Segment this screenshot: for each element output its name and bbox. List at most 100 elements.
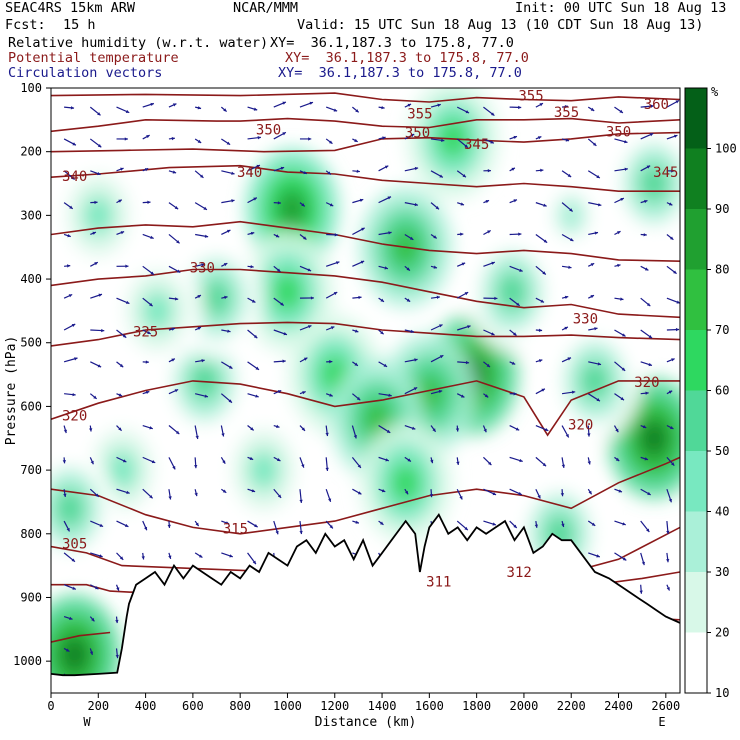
wind-vector-382 bbox=[639, 584, 643, 594]
wind-vector-134 bbox=[430, 265, 438, 269]
wind-vector-334 bbox=[640, 520, 650, 533]
wind-vector-174 bbox=[221, 329, 231, 333]
east-label: E bbox=[658, 715, 665, 729]
theta-label-3: 360 bbox=[644, 97, 669, 113]
wind-vector-293 bbox=[194, 489, 198, 497]
wind-vector-181 bbox=[404, 329, 415, 333]
wind-vector-108 bbox=[378, 231, 392, 236]
wind-vector-150 bbox=[221, 295, 228, 300]
rh-core-inner-17 bbox=[638, 163, 669, 204]
wind-vector-158 bbox=[430, 295, 441, 299]
theta-contour-340 bbox=[51, 164, 680, 192]
theta-label-12: 330 bbox=[573, 312, 598, 328]
wind-vector-274 bbox=[325, 457, 329, 472]
y-tick-label-600: 600 bbox=[20, 399, 42, 413]
wind-vector-232 bbox=[483, 393, 489, 398]
wind-vector-43 bbox=[561, 138, 570, 142]
y-tick-label-200: 200 bbox=[20, 145, 42, 159]
wind-vector-214 bbox=[640, 361, 653, 367]
y-tick-label-500: 500 bbox=[20, 336, 42, 350]
wind-vector-194 bbox=[116, 361, 124, 368]
wind-vector-22 bbox=[640, 104, 654, 108]
rh-blob-group bbox=[51, 88, 680, 693]
wind-vector-12 bbox=[378, 105, 385, 110]
wind-vector-190 bbox=[640, 329, 653, 339]
wind-vector-14 bbox=[430, 103, 441, 108]
rh-core-inner-13 bbox=[497, 271, 528, 312]
wind-vector-328 bbox=[483, 520, 497, 526]
wind-vector-92 bbox=[588, 202, 602, 207]
wind-vector-67 bbox=[561, 170, 572, 178]
wind-vector-133 bbox=[404, 265, 411, 272]
theta-contour-labels: 355 355 355 360 350 350 350 345 345 340 340 330 330 3… bbox=[62, 89, 678, 591]
wind-vector-308 bbox=[587, 488, 593, 495]
wind-vector-317 bbox=[194, 520, 200, 527]
wind-vector-109 bbox=[404, 233, 414, 241]
rh-core-inner-3 bbox=[414, 373, 445, 414]
wind-vector-42 bbox=[535, 135, 542, 140]
wind-vector-300 bbox=[378, 488, 386, 493]
wind-vector-122 bbox=[116, 264, 129, 268]
wind-vector-258 bbox=[535, 424, 549, 432]
wind-vector-259 bbox=[561, 425, 570, 438]
wind-vector-81 bbox=[299, 202, 306, 207]
theta-label-11: 330 bbox=[190, 261, 215, 277]
wind-vector-280 bbox=[483, 456, 492, 466]
rh-core-inner-2 bbox=[59, 634, 90, 675]
terrain-line bbox=[51, 512, 680, 677]
wind-vector-333 bbox=[614, 520, 626, 526]
wind-vector-143 bbox=[666, 265, 677, 275]
colorbar-swatch-4 bbox=[685, 390, 707, 451]
wind-vector-248 bbox=[273, 424, 280, 429]
wind-vector-305 bbox=[509, 488, 523, 496]
wind-vector-295 bbox=[247, 488, 256, 493]
wind-vector-64 bbox=[483, 169, 491, 173]
theta-contour-355 bbox=[51, 92, 680, 103]
wind-vector-262 bbox=[640, 424, 647, 429]
wind-vector-171 bbox=[142, 329, 152, 335]
wind-vector-233 bbox=[509, 392, 517, 396]
wind-vector-281 bbox=[509, 456, 523, 463]
wind-vector-410 bbox=[115, 648, 119, 659]
wind-vector-41 bbox=[509, 135, 518, 140]
wind-vector-99 bbox=[142, 233, 154, 239]
wind-vector-66 bbox=[535, 168, 544, 173]
wind-vector-6 bbox=[220, 106, 228, 113]
x-tick-label-600: 600 bbox=[182, 699, 204, 713]
wind-vector-275 bbox=[351, 456, 362, 469]
wind-vector-335 bbox=[666, 520, 670, 535]
wind-vector-88 bbox=[483, 199, 490, 204]
wind-vector-209 bbox=[509, 361, 516, 365]
wind-vector-359 bbox=[666, 552, 670, 563]
wind-vector-129 bbox=[299, 265, 312, 272]
wind-vector-324 bbox=[378, 520, 384, 526]
x-tick-label-400: 400 bbox=[135, 699, 157, 713]
wind-vector-341 bbox=[194, 552, 203, 559]
wind-vector-110 bbox=[430, 233, 438, 239]
wind-vector-303 bbox=[456, 488, 463, 500]
wind-vector-282 bbox=[535, 456, 547, 467]
org-label: NCAR/MMM bbox=[233, 0, 299, 16]
wind-vector-229 bbox=[404, 386, 418, 395]
model-title: SEAC4RS 15km ARW bbox=[5, 0, 136, 16]
wind-vector-239 bbox=[666, 390, 673, 395]
wind-vector-283 bbox=[561, 457, 566, 469]
wind-vector-132 bbox=[378, 265, 389, 270]
wind-vector-211 bbox=[561, 357, 572, 363]
wind-vector-210 bbox=[535, 359, 543, 363]
wind-vector-322 bbox=[325, 520, 334, 529]
wind-vector-323 bbox=[352, 520, 360, 524]
wind-vector-331 bbox=[561, 520, 565, 528]
rh-core-inner-15 bbox=[83, 195, 114, 236]
wind-vector-357 bbox=[614, 552, 627, 561]
wind-vector-85 bbox=[404, 202, 419, 207]
wind-vector-54 bbox=[221, 170, 235, 175]
wind-vector-358 bbox=[640, 552, 646, 566]
wind-vector-79 bbox=[247, 197, 258, 204]
wind-vector-236 bbox=[587, 393, 601, 402]
wind-vector-256 bbox=[482, 425, 487, 433]
wind-vector-266 bbox=[116, 456, 127, 463]
field-rh-xy: XY= 36.1,187.3 to 175.8, 77.0 bbox=[270, 35, 514, 51]
wind-vector-127 bbox=[247, 265, 254, 269]
